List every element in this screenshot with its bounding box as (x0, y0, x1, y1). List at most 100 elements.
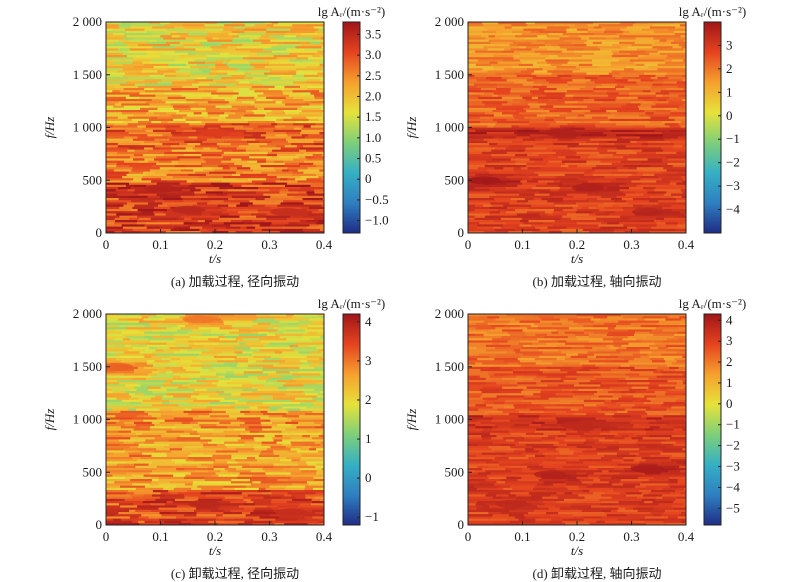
heatmap-cell (244, 30, 267, 34)
heatmap-cell (666, 72, 686, 76)
heatmap-cell (668, 388, 686, 392)
heatmap-cell (313, 402, 324, 405)
heatmap-cell (541, 198, 564, 201)
heatmap-cell (148, 149, 173, 153)
heatmap-cell (117, 72, 126, 76)
heatmap-cell (605, 125, 634, 128)
heatmap-cell (492, 338, 511, 341)
heatmap-cell (601, 26, 628, 29)
heatmap-cell (209, 413, 229, 416)
heatmap-cell (137, 342, 147, 346)
heatmap-cell (237, 68, 250, 71)
heatmap-cell (493, 92, 511, 95)
heatmap-cell (544, 41, 572, 45)
heatmap-cell (584, 329, 602, 332)
heatmap-cell (490, 380, 516, 383)
heatmap-cell (301, 127, 324, 131)
heatmap-cell (483, 204, 493, 208)
heatmap-cell (106, 377, 133, 381)
heatmap-cell (618, 320, 638, 324)
heatmap-cell (677, 224, 686, 227)
heatmap-cell (553, 202, 577, 205)
heatmap-cell (581, 37, 590, 40)
heatmap-cell (267, 81, 294, 84)
heatmap-cell (477, 59, 504, 62)
heatmap-cell (566, 320, 575, 324)
heatmap-cell (106, 191, 134, 194)
heatmap-cell (685, 364, 686, 368)
heatmap-cell (608, 72, 621, 76)
heatmap-cell (296, 426, 316, 429)
heatmap-cell (198, 176, 224, 179)
heatmap-cell (271, 222, 279, 225)
heatmap-cell (129, 402, 142, 405)
heatmap-cell (241, 492, 263, 495)
heatmap-cell (656, 224, 679, 227)
heatmap-cell (489, 432, 500, 436)
heatmap-cell (480, 395, 498, 398)
heatmap-cell (163, 314, 186, 317)
heatmap-cell (232, 380, 251, 383)
heatmap-cell (228, 165, 243, 168)
heatmap-cell (194, 388, 208, 392)
heatmap-cell (563, 406, 584, 409)
heatmap-cell (480, 121, 498, 124)
heatmap-cell (242, 369, 263, 372)
heatmap-cell (494, 457, 509, 460)
heatmap-cell (106, 35, 128, 38)
hotspot-mark (571, 183, 604, 192)
heatmap-cell (166, 231, 186, 233)
heatmap-cell (279, 231, 304, 233)
heatmap-cell (557, 446, 578, 449)
heatmap-cell (210, 213, 230, 216)
heatmap-cell (661, 121, 682, 124)
heatmap-cell (657, 443, 674, 447)
heatmap-cell (468, 457, 496, 460)
heatmap-cell (218, 516, 246, 519)
heatmap-cell (221, 358, 236, 361)
heatmap-cell (593, 325, 617, 328)
heatmap-cell (634, 61, 652, 65)
heatmap-cell (648, 143, 675, 146)
heatmap-cell (546, 366, 573, 370)
heatmap-cell (255, 457, 274, 460)
heatmap-cell (507, 340, 521, 343)
heatmap-cell (476, 347, 496, 350)
heatmap-cell (299, 220, 308, 223)
heatmap-cell (627, 158, 649, 161)
heatmap-cell (555, 176, 582, 179)
heatmap-cell (529, 123, 551, 126)
heatmap-cell (280, 459, 293, 462)
heatmap-cell (106, 507, 125, 511)
heatmap-cell (568, 165, 578, 168)
heatmap-cell (658, 384, 686, 387)
heatmap-cell (493, 136, 504, 139)
heatmap-cell (513, 57, 521, 60)
heatmap-cell (680, 127, 686, 131)
heatmap-cell (656, 140, 671, 144)
heatmap-cell (215, 450, 239, 453)
heatmap-cell (310, 41, 321, 45)
heatmap-cell (468, 327, 477, 330)
heatmap-cell (535, 430, 561, 434)
heatmap-cell (223, 518, 235, 522)
heatmap-cell (685, 391, 686, 394)
heatmap-cell (666, 349, 682, 352)
heatmap-cell (504, 26, 513, 29)
heatmap-cell (216, 22, 233, 25)
heatmap-cell (222, 61, 229, 65)
heatmap-cell (220, 349, 244, 352)
heatmap-cell (159, 57, 185, 60)
heatmap-cell (220, 505, 240, 508)
heatmap-cell (606, 143, 616, 146)
heatmap-cell (468, 336, 485, 339)
heatmap-cell (184, 57, 207, 60)
heatmap-cell (515, 408, 531, 412)
heatmap-cell (120, 83, 136, 87)
heatmap-cell (210, 331, 230, 335)
heatmap-cell (511, 140, 525, 144)
heatmap-cell (283, 200, 302, 203)
heatmap-cell (259, 189, 270, 192)
heatmap-cell (314, 496, 324, 500)
heatmap-cell (593, 26, 602, 29)
